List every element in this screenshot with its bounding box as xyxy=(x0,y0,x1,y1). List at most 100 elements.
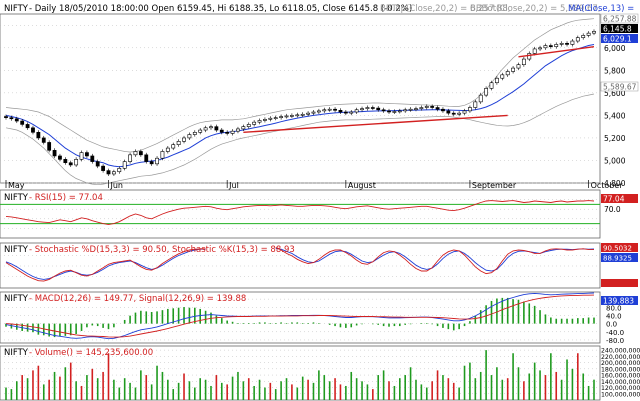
macd-symbol: NIFTY xyxy=(4,294,29,304)
candle-body xyxy=(408,108,413,111)
candle-body xyxy=(521,58,526,65)
macd-ytick-label: 80.0 xyxy=(606,304,622,312)
candle-body xyxy=(392,111,397,113)
rsi-ytick-70: 70.0 xyxy=(604,205,621,214)
candle-body xyxy=(316,110,321,113)
candle-body xyxy=(52,150,57,157)
candle-body xyxy=(532,48,537,54)
volume-panel-frame xyxy=(0,345,601,401)
rsi-panel-frame xyxy=(0,189,601,239)
volume-panel: NIFTY - Volume() = 145,235,600.00 240,000… xyxy=(0,345,640,401)
candle-body xyxy=(360,108,364,111)
candle-body xyxy=(128,154,132,162)
candle-body xyxy=(268,117,273,120)
macd-ytick-label: -80.0 xyxy=(606,337,624,345)
candle-body xyxy=(58,155,62,160)
candle-body xyxy=(527,53,532,60)
candle-body xyxy=(284,115,289,118)
candle-body xyxy=(484,88,489,96)
macd-y-axis: 80.040.00.0-40.0-80.0 xyxy=(606,304,624,345)
candle-body xyxy=(548,45,553,47)
candle-body xyxy=(4,116,8,118)
candle-body xyxy=(165,147,170,152)
candle-body xyxy=(111,171,116,175)
candle-body xyxy=(182,137,186,142)
candle-body xyxy=(219,129,224,133)
ma-value-label: 6,029.1 xyxy=(603,35,632,44)
candle-body xyxy=(63,159,68,164)
ma-line xyxy=(5,44,595,168)
bbbot-label-box xyxy=(600,81,639,92)
bbbot-value-label: 5,589.67 xyxy=(603,83,637,92)
price-ytick-label: 5,000 xyxy=(604,156,626,165)
candle-body xyxy=(424,106,429,108)
candle-body xyxy=(311,111,316,114)
candle-body xyxy=(554,44,559,47)
volume-symbol: NIFTY xyxy=(4,348,29,358)
macd-ytick-label: 40.0 xyxy=(606,312,622,320)
candle-body xyxy=(494,77,499,84)
month-label: August xyxy=(348,181,376,190)
rsi-grid xyxy=(0,199,600,229)
bbtop-label-box xyxy=(600,13,639,24)
candle-body xyxy=(414,108,418,110)
candle-body xyxy=(565,42,569,45)
candle-body xyxy=(203,127,208,131)
candle-body xyxy=(290,115,294,117)
bbtop-line xyxy=(5,18,595,153)
candle-body xyxy=(149,161,154,165)
candle-body xyxy=(451,112,456,115)
candle-body xyxy=(252,121,257,125)
rsi-symbol: NIFTY xyxy=(4,193,29,203)
candle-body xyxy=(511,67,515,72)
macd-indicator-name: - MACD(12,26) = 149.77, Signal(12,26,9) … xyxy=(29,294,246,304)
rsi-indicator-name: - RSI(15) = 77.04 xyxy=(29,193,103,203)
candle-body xyxy=(543,45,548,49)
candle-body xyxy=(101,165,106,171)
volume-title: NIFTY - Volume() = 145,235,600.00 xyxy=(4,348,153,358)
stochastic-title: NIFTY - Stochastic %D(15,3,3) = 90.50, St… xyxy=(4,245,295,255)
stoch-k-label-box xyxy=(601,253,638,262)
candle-body xyxy=(327,108,332,111)
volume-ytick-label: 120,000,000 xyxy=(601,385,640,392)
ma-title: MA(Close,13) = xyxy=(568,4,634,14)
macd-signal-line xyxy=(5,294,595,338)
candle-body xyxy=(354,109,359,113)
volume-grid xyxy=(0,349,600,395)
candle-body xyxy=(516,64,521,69)
candle-body xyxy=(198,129,203,133)
candle-body xyxy=(85,152,89,157)
candle-body xyxy=(36,132,41,139)
volume-y-axis: 240,000,000220,000,000200,000,000180,000… xyxy=(601,348,640,399)
price-y-axis: 6,000 5,800 5,600 5,400 5,200 5,000 4,800 xyxy=(604,44,626,188)
volume-ytick-label: 160,000,000 xyxy=(601,373,640,380)
candle-body xyxy=(176,141,181,145)
month-label: September xyxy=(472,181,517,190)
month-label: Jul xyxy=(228,181,239,190)
ohlc-info: - Daily 18/05/2010 18:00:00 Open 6159.45… xyxy=(29,4,412,14)
macd-ytick-label: -40.0 xyxy=(606,329,624,337)
stoch-d-value-label: 90.5032 xyxy=(603,245,632,253)
candle-body xyxy=(430,106,435,108)
candle-body xyxy=(365,107,370,109)
candle-body xyxy=(187,134,192,139)
trend-lines xyxy=(243,45,595,133)
macd-histogram xyxy=(5,297,595,338)
candle-body xyxy=(575,37,580,42)
candle-body xyxy=(343,111,348,114)
macd-title: NIFTY - MACD(12,26) = 149.77, Signal(12,2… xyxy=(4,294,246,304)
bbbot-line xyxy=(5,93,595,186)
volume-indicator-name: - Volume() = 145,235,600.00 xyxy=(29,348,153,358)
candle-body xyxy=(338,110,343,113)
price-ytick-label: 5,400 xyxy=(604,111,626,120)
bbtop-value-label: 6,257.88 xyxy=(603,15,637,24)
candle-body xyxy=(435,107,440,110)
candle-body xyxy=(376,107,381,111)
candle-body xyxy=(209,126,213,129)
trend-line xyxy=(243,114,508,133)
candle-body xyxy=(473,101,478,108)
candle-body xyxy=(133,151,138,156)
candle-body xyxy=(90,155,95,162)
candle-body xyxy=(489,82,494,89)
